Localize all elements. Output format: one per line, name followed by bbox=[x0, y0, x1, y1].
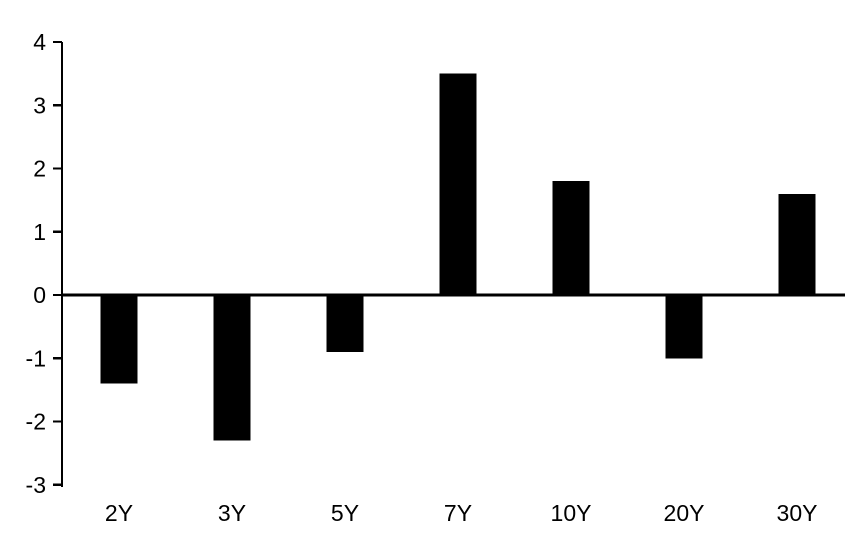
bar-group bbox=[326, 295, 364, 352]
bar-group bbox=[665, 295, 703, 359]
x-tick-label: 20Y bbox=[664, 500, 705, 526]
y-tick-label: 0 bbox=[33, 282, 46, 308]
bar-group bbox=[213, 295, 251, 441]
x-tick-label: 7Y bbox=[444, 500, 472, 526]
bar-7y bbox=[439, 73, 477, 295]
bar-30y bbox=[778, 193, 816, 295]
y-tick-label: 1 bbox=[33, 219, 46, 245]
x-tick-label: 2Y bbox=[105, 500, 133, 526]
bar-3y bbox=[213, 295, 251, 441]
bar-group bbox=[100, 295, 138, 384]
bar-2y bbox=[100, 295, 138, 384]
x-tick-label: 10Y bbox=[551, 500, 592, 526]
bar-group bbox=[439, 73, 477, 295]
bar-20y bbox=[665, 295, 703, 359]
y-tick-label: 2 bbox=[33, 156, 46, 182]
y-tick-label: -3 bbox=[26, 472, 46, 498]
bar-5y bbox=[326, 295, 364, 352]
x-tick-label: 3Y bbox=[218, 500, 246, 526]
x-tick-label: 5Y bbox=[331, 500, 359, 526]
y-tick-label: -2 bbox=[26, 409, 46, 435]
y-tick-label: 4 bbox=[33, 29, 46, 55]
y-tick-label: 3 bbox=[33, 92, 46, 118]
bar-10y bbox=[552, 181, 590, 295]
bar-group bbox=[552, 181, 590, 295]
y-tick-label: -1 bbox=[26, 345, 46, 371]
x-tick-label: 30Y bbox=[777, 500, 818, 526]
bar-group bbox=[778, 193, 816, 295]
